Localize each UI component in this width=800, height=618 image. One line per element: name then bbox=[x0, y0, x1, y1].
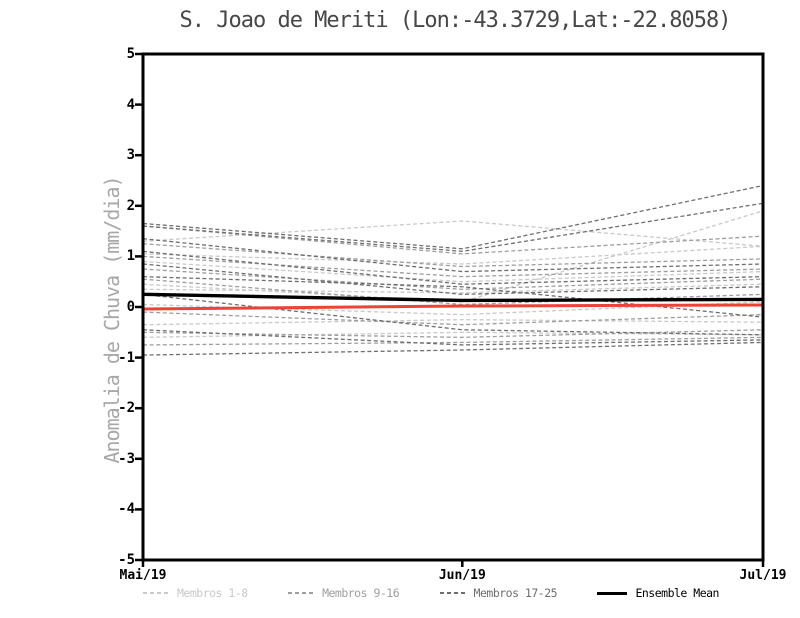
plot-frame bbox=[141, 52, 765, 562]
legend-label-membros-17-25: Membros 17-25 bbox=[473, 586, 558, 600]
reference-line-zero bbox=[142, 303, 764, 311]
y-tick-label: -5 bbox=[118, 552, 135, 568]
legend-swatch-membros-9-16-dashed-line-icon bbox=[288, 592, 315, 594]
y-tick-label: -3 bbox=[118, 450, 135, 467]
member-line-group3-4 bbox=[142, 250, 764, 285]
member-line-group3-9 bbox=[142, 341, 764, 356]
y-tick-label: -2 bbox=[118, 400, 135, 417]
member-line-group1-3 bbox=[142, 245, 764, 265]
legend-item-ensemble-mean: Ensemble Mean bbox=[597, 586, 719, 600]
y-tick-label: 4 bbox=[126, 96, 135, 113]
legend: Membros 1-8 Membros 9-16 Membros 17-25 E… bbox=[143, 585, 719, 601]
x-tick-label: Jun/19 bbox=[438, 568, 486, 583]
member-line-group3-8 bbox=[142, 329, 764, 346]
member-line-group1-5 bbox=[142, 283, 764, 294]
legend-item-membros-17-25: Membros 17-25 bbox=[439, 586, 558, 600]
member-line-group2-4 bbox=[142, 268, 764, 290]
chart-title: S. Joao de Meriti (Lon:-43.3729,Lat:-22.… bbox=[179, 8, 731, 33]
ensemble-mean-line bbox=[142, 292, 764, 303]
member-line-group2-8 bbox=[142, 336, 764, 346]
member-line-group3-6 bbox=[142, 275, 764, 318]
member-line-group3-3 bbox=[142, 238, 764, 273]
legend-label-membros-1-8: Membros 1-8 bbox=[177, 586, 248, 600]
x-tick-label: Mai/19 bbox=[119, 568, 167, 583]
legend-swatch-membros-17-25-dashed-line-icon bbox=[439, 592, 466, 594]
y-axis-label: Anomalia de Chuva (mm/dia) bbox=[100, 176, 124, 464]
legend-swatch-membros-1-8-dashed-line-icon bbox=[143, 592, 169, 594]
legend-item-membros-9-16: Membros 9-16 bbox=[288, 586, 400, 600]
y-tick-label: 5 bbox=[126, 46, 135, 62]
y-tick-label: -4 bbox=[118, 501, 135, 518]
y-tick-label: -1 bbox=[118, 349, 135, 366]
member-line-group1-7 bbox=[142, 318, 764, 326]
member-line-group3-5 bbox=[142, 263, 764, 296]
plot-area bbox=[135, 52, 765, 567]
member-line-group3-7 bbox=[142, 293, 764, 336]
y-tick-label: 2 bbox=[126, 197, 135, 214]
member-line-group2-2 bbox=[142, 243, 764, 268]
member-line-group2-6 bbox=[142, 311, 764, 326]
y-tick-label: 1 bbox=[126, 248, 135, 265]
member-line-group1-4 bbox=[142, 260, 764, 283]
member-line-group3-1 bbox=[142, 184, 764, 250]
legend-label-ensemble-mean: Ensemble Mean bbox=[635, 586, 719, 600]
member-line-group2-3 bbox=[142, 255, 764, 278]
legend-item-membros-1-8: Membros 1-8 bbox=[143, 586, 248, 600]
y-tick-label: 0 bbox=[126, 299, 135, 315]
member-line-group2-5 bbox=[142, 278, 764, 306]
y-tick-label: 3 bbox=[126, 147, 135, 164]
x-tick-label: Jul/19 bbox=[739, 568, 787, 583]
member-line-group2-1 bbox=[142, 225, 764, 255]
member-line-group1-8 bbox=[142, 331, 764, 339]
member-line-group2-7 bbox=[142, 329, 764, 339]
member-line-group3-2 bbox=[142, 202, 764, 252]
legend-swatch-ensemble-mean-solid-line-icon bbox=[597, 591, 628, 595]
legend-label-membros-9-16: Membros 9-16 bbox=[322, 586, 400, 600]
